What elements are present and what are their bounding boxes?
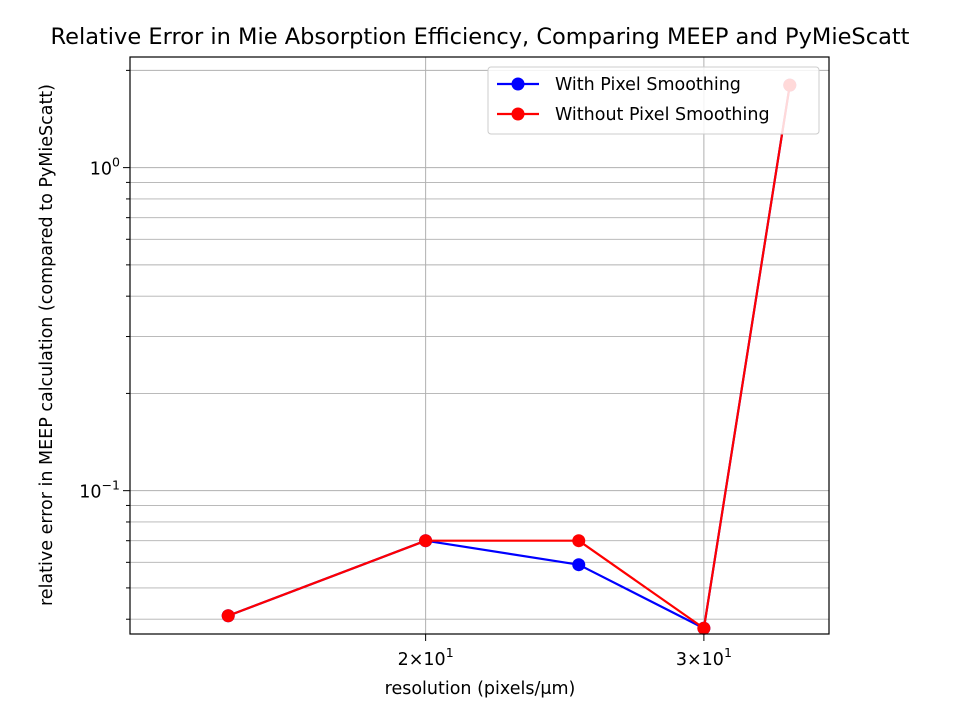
x-tick-label: 2×101: [398, 645, 454, 670]
grid: [130, 57, 829, 634]
x-tick-label: 3×101: [676, 645, 732, 670]
plot-area-frame: [129, 56, 830, 635]
legend-marker-without-smoothing: [511, 107, 525, 121]
legend-marker-with-smoothing: [511, 77, 525, 91]
y-axis-label: relative error in MEEP calculation (comp…: [37, 84, 57, 606]
legend-box: [487, 66, 820, 135]
axis-ticks: 2×101 3×101 10−1 100: [79, 69, 732, 670]
data-point-without-smoothing: [697, 621, 711, 635]
data-point-with-smoothing: [572, 558, 586, 572]
y-tick-label: 100: [90, 155, 120, 180]
legend-label-with-smoothing: With Pixel Smoothing: [555, 75, 741, 95]
legend-label-without-smoothing: Without Pixel Smoothing: [555, 105, 770, 125]
data-point-without-smoothing: [221, 609, 235, 623]
data-point-without-smoothing: [419, 534, 433, 548]
x-axis-label: resolution (pixels/μm): [385, 679, 576, 699]
data-point-without-smoothing: [572, 534, 586, 548]
legend: With Pixel Smoothing Without Pixel Smoot…: [487, 66, 820, 135]
y-tick-label: 10−1: [79, 478, 120, 503]
chart-title: Relative Error in Mie Absorption Efficie…: [50, 24, 909, 50]
